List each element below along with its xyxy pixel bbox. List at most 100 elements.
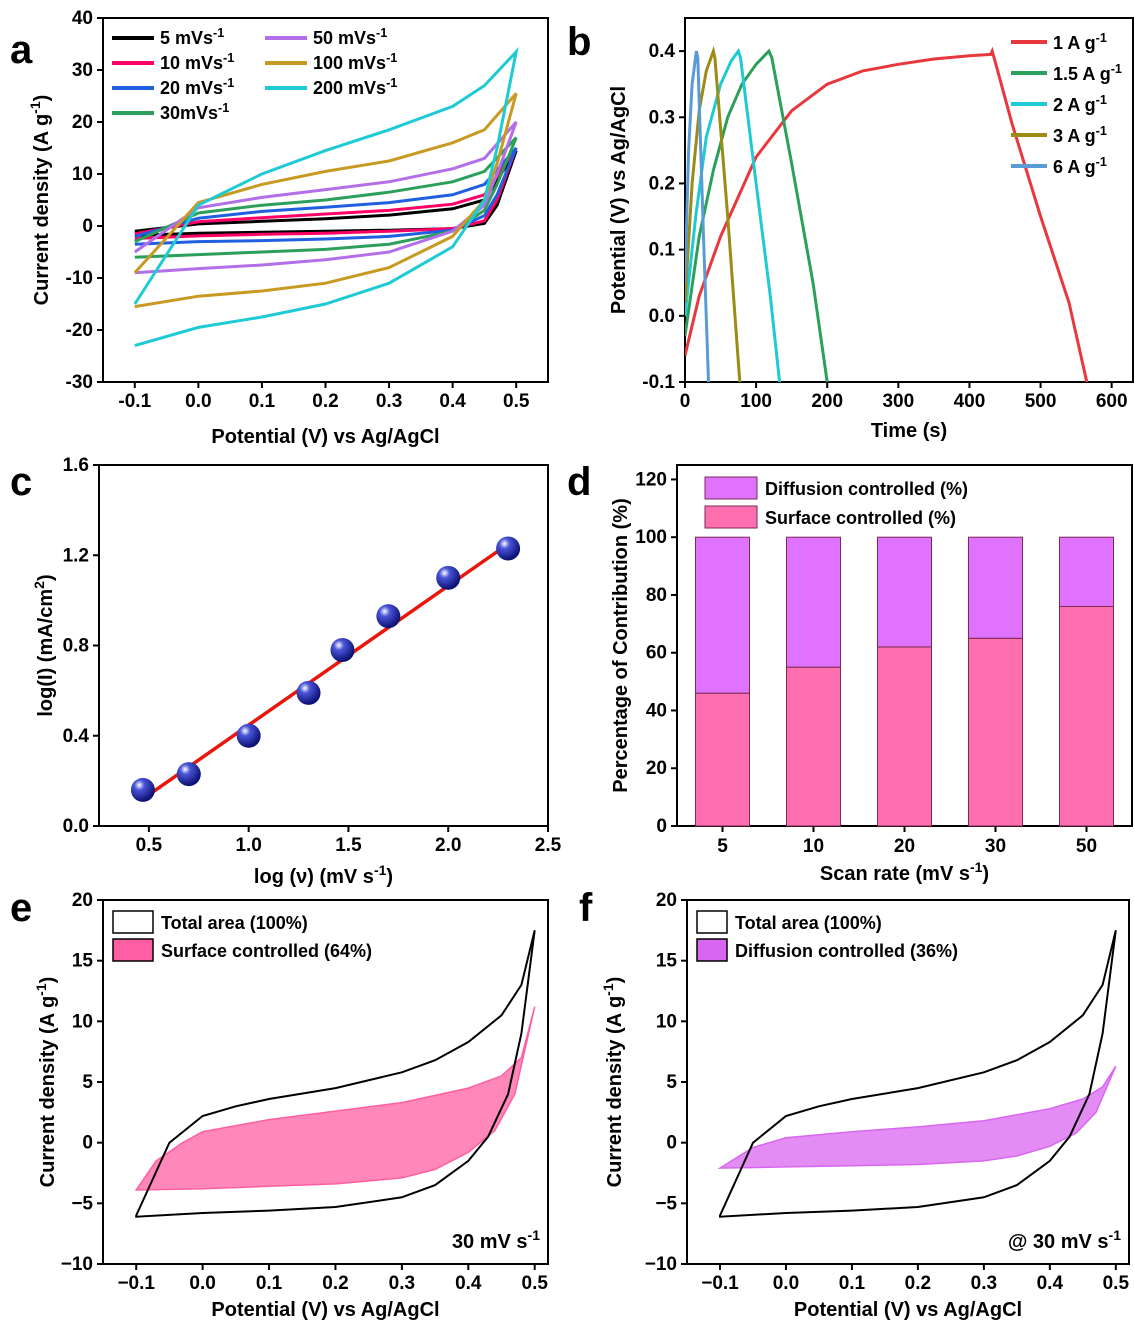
data-point (330, 638, 355, 663)
total-cv-curve (719, 930, 1117, 1218)
y-tick-label: −10 (61, 1254, 93, 1275)
bar-segment (695, 692, 750, 827)
x-tick-label: 50 (1076, 836, 1097, 857)
cv-curve (134, 147, 518, 246)
y-tick-label: 0.0 (63, 816, 89, 837)
panel-a: a -30 -20 -10 0 10 20 30 40 -0.1 0.0 0.1 0.2 0.3 0.4 0… (0, 0, 567, 450)
area-fill (134, 1006, 536, 1191)
y-tick-label: 1.2 (63, 545, 89, 566)
panel-letter: b (567, 20, 592, 64)
y-axis-title: Current density (A g-1) (27, 95, 53, 306)
plot-frame (684, 17, 1134, 383)
y-tick-label: -0.1 (642, 372, 675, 393)
x-tick-label: 0.2 (322, 1273, 348, 1294)
y-axis-title: Percentage of Contribution (%) (610, 498, 632, 792)
legend-swatch (112, 938, 154, 962)
x-tick-label: 0.0 (185, 391, 211, 412)
condition-annotation: @ 30 mV s-1 (1008, 1227, 1121, 1253)
x-tick-label: 20 (894, 836, 915, 857)
data-point (376, 604, 401, 629)
panel-letter: c (10, 460, 33, 504)
x-tick-label: 600 (1096, 391, 1128, 412)
x-tick-label: 0.4 (455, 1273, 482, 1294)
gcd-curve (685, 48, 829, 382)
bar-segment (877, 646, 932, 827)
x-tick-label: 5 (717, 836, 728, 857)
y-tick-label: -30 (66, 372, 93, 393)
cv-curve (133, 121, 518, 275)
legend-label: 10 mVs-1 (160, 51, 234, 73)
x-tick-label: 0.2 (905, 1273, 931, 1294)
data-point (436, 565, 461, 590)
y-tick-label: 0.4 (63, 726, 90, 747)
y-tick-label: 40 (646, 700, 667, 721)
legend-label: Total area (100%) (161, 913, 308, 933)
x-tick-label: 0 (680, 391, 691, 412)
x-tick-label: 0.0 (773, 1273, 799, 1294)
y-tick-label: 20 (72, 890, 93, 911)
y-axis-title: Potential (V) vs Ag/AgCl (608, 86, 630, 314)
data-point (236, 723, 261, 748)
x-tick-label: 300 (882, 391, 914, 412)
x-tick-label: −0.1 (701, 1273, 739, 1294)
y-tick-label: 15 (72, 951, 94, 972)
x-tick-label: 100 (740, 391, 772, 412)
x-tick-label: 10 (803, 836, 824, 857)
x-tick-label: 1.5 (335, 835, 362, 856)
x-axis-title: log (ν) (mV s-1) (254, 862, 393, 888)
x-tick-label: 400 (954, 391, 986, 412)
condition-annotation: 30 mV s-1 (452, 1227, 540, 1253)
y-tick-label: 0.4 (649, 41, 676, 62)
x-tick-label: 0.5 (522, 1273, 549, 1294)
bar-segment (877, 536, 932, 648)
chart-b: -0.1 0.0 0.1 0.2 0.3 0.4 0 100 200 300 400 500 600 Ti… (608, 17, 1134, 442)
x-axis-title: Potential (V) vs Ag/AgCl (211, 426, 439, 448)
x-tick-label: 0.1 (249, 391, 276, 412)
x-tick-label: 0.3 (971, 1273, 997, 1294)
x-tick-label: 0.5 (1103, 1273, 1130, 1294)
y-tick-label: -10 (66, 268, 93, 289)
y-tick-label: 10 (72, 164, 93, 185)
legend-label: 6 A g-1 (1053, 155, 1107, 177)
total-cv-curve (135, 930, 536, 1218)
x-tick-label: 0.2 (312, 391, 338, 412)
panel-b: b -0.1 0.0 0.1 0.2 0.3 0.4 0 100 200 300 400 500 600… (567, 0, 1134, 450)
gcd-curve (685, 45, 742, 382)
x-axis-title: Scan rate (mV s-1) (820, 859, 989, 885)
cv-curve (134, 136, 518, 259)
chart-d: 0 20 40 60 80 100 120 5 10 20 30 50 Scan rate (mV s-… (610, 464, 1133, 885)
panel-letter: d (567, 460, 592, 504)
y-tick-label: 100 (635, 527, 667, 548)
y-tick-label: 60 (646, 643, 667, 664)
y-axis-title: Current density (A g-1) (33, 977, 59, 1188)
legend-swatch (112, 910, 154, 934)
panel-c: c 0.0 0.4 0.8 1.2 1.6 0.5 1.0 1.5 2.0 2.5 log (ν) … (0, 450, 567, 890)
chart-a: -30 -20 -10 0 10 20 30 40 -0.1 0.0 0.1 0.2 0.3 0.4 0.5… (27, 8, 549, 448)
y-tick-label: 30 (72, 60, 93, 81)
x-tick-label: 0.5 (136, 835, 163, 856)
x-tick-label: 0.4 (439, 391, 466, 412)
x-tick-label: 0.3 (389, 1273, 415, 1294)
gcd-curve (685, 46, 1089, 382)
x-tick-label: 0.1 (256, 1273, 283, 1294)
panel-d: d 0 20 40 60 80 100 120 5 10 20 30 50 Scan rate (mV … (567, 450, 1134, 890)
plot-frame (98, 464, 549, 827)
panel-f: f −10 −5 0 5 10 15 20 −0.1 0.0 0.1 0.2 0.3 0.4 0.5 Pot… (567, 880, 1134, 1323)
x-tick-label: 1.0 (235, 835, 261, 856)
panel-e: e −10 −5 0 5 10 15 20 −0.1 0.0 0.1 0.2 0.3 0.4 0.5 Pot… (0, 880, 567, 1323)
legend-label: Surface controlled (64%) (161, 941, 372, 961)
x-tick-label: 0.1 (839, 1273, 866, 1294)
y-tick-label: 10 (656, 1011, 677, 1032)
y-tick-label: −10 (645, 1254, 677, 1275)
x-axis-title: Potential (V) vs Ag/AgCl (211, 1299, 439, 1321)
x-tick-label: -0.1 (118, 391, 151, 412)
x-tick-label: 0.5 (503, 391, 530, 412)
y-tick-label: 10 (72, 1011, 93, 1032)
y-tick-label: 0.1 (649, 240, 676, 261)
y-tick-label: 0.8 (63, 636, 89, 657)
gcd-curve (685, 50, 710, 382)
legend-label: 100 mVs-1 (313, 51, 397, 73)
data-point (176, 762, 201, 787)
y-tick-label: 0.0 (649, 306, 675, 327)
cv-curve (133, 92, 518, 309)
